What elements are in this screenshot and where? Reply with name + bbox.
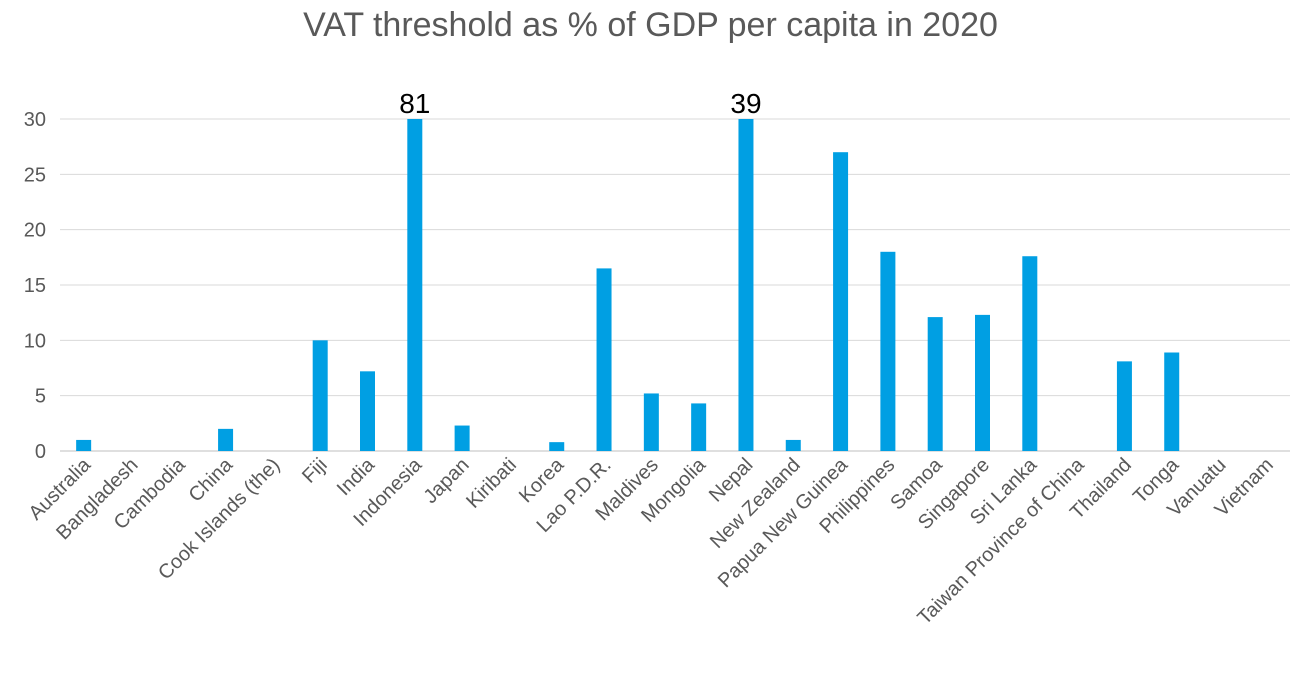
bar <box>454 425 470 451</box>
x-category-label: Fiji <box>298 454 332 488</box>
bar <box>1116 361 1132 451</box>
bar <box>1164 352 1180 451</box>
y-axis-ticks: 0 5 10 15 20 25 30 <box>24 109 46 463</box>
y-tick-label: 20 <box>24 220 46 242</box>
bar <box>218 428 234 451</box>
gridlines <box>60 118 1290 452</box>
bar <box>1022 256 1038 451</box>
data-labels: 81 39 <box>399 88 761 119</box>
y-tick-label: 25 <box>24 164 46 186</box>
bar <box>691 403 707 451</box>
bar <box>596 268 612 451</box>
y-tick-label: 15 <box>24 275 46 297</box>
bars <box>76 119 1180 451</box>
bar <box>785 439 801 451</box>
bar <box>880 251 896 451</box>
bar <box>975 314 990 451</box>
data-label: 81 <box>399 88 430 119</box>
bar <box>833 152 849 451</box>
bar <box>312 340 328 451</box>
x-category-label: Kiribati <box>462 454 521 513</box>
y-tick-label: 5 <box>35 386 46 408</box>
data-label: 39 <box>730 88 761 119</box>
bar <box>643 393 659 451</box>
bar <box>76 439 92 451</box>
y-tick-label: 0 <box>35 441 46 463</box>
bar <box>549 442 565 451</box>
bar <box>407 119 423 451</box>
y-tick-label: 30 <box>24 109 46 131</box>
chart-title: VAT threshold as % of GDP per capita in … <box>303 6 998 44</box>
y-tick-label: 10 <box>24 330 46 352</box>
bar <box>927 317 943 451</box>
bar <box>738 119 754 451</box>
bar <box>360 371 375 451</box>
